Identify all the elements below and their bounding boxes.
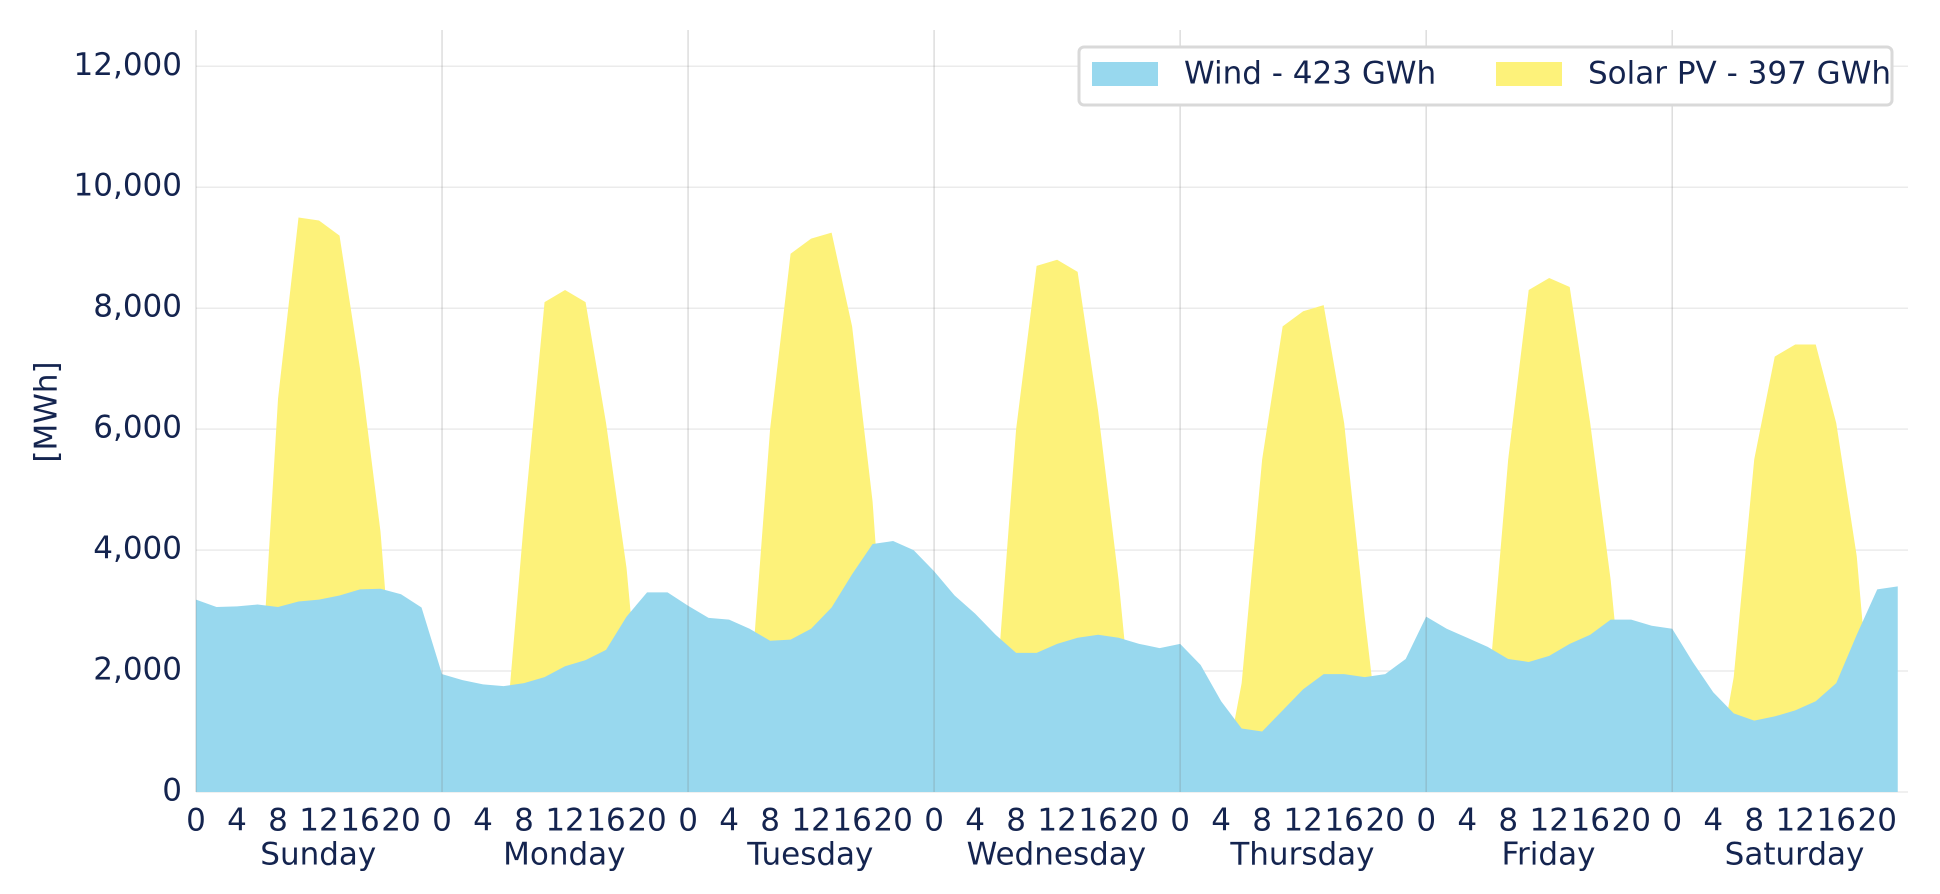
day-label: Friday <box>1501 837 1595 873</box>
x-tick-label: 8 <box>1744 803 1764 839</box>
x-tick-label: 12 <box>1529 803 1568 839</box>
x-tick-label: 8 <box>268 803 288 839</box>
y-tick-label: 2,000 <box>93 652 182 688</box>
x-tick-label: 8 <box>1498 803 1518 839</box>
x-tick-label: 12 <box>1037 803 1076 839</box>
x-tick-label: 4 <box>473 803 493 839</box>
x-tick-label: 16 <box>832 803 871 839</box>
x-tick-label: 4 <box>227 803 247 839</box>
y-tick-label: 6,000 <box>93 410 182 446</box>
x-tick-label: 12 <box>545 803 584 839</box>
day-label: Thursday <box>1229 837 1374 873</box>
x-tick-label: 16 <box>1324 803 1363 839</box>
day-label: Tuesday <box>746 837 873 873</box>
x-tick-label: 20 <box>627 803 666 839</box>
x-tick-label: 20 <box>1119 803 1158 839</box>
y-tick-label: 4,000 <box>93 531 182 567</box>
x-tick-label: 12 <box>1283 803 1322 839</box>
x-tick-label: 4 <box>1457 803 1477 839</box>
x-tick-label: 20 <box>1365 803 1404 839</box>
x-tick-label: 16 <box>586 803 625 839</box>
x-tick-label: 8 <box>760 803 780 839</box>
x-tick-label: 20 <box>1611 803 1650 839</box>
x-tick-label: 16 <box>1570 803 1609 839</box>
x-tick-label: 8 <box>1006 803 1026 839</box>
x-tick-label: 4 <box>719 803 739 839</box>
x-tick-label: 8 <box>514 803 534 839</box>
y-tick-label: 10,000 <box>74 168 182 204</box>
y-tick-label: 8,000 <box>93 289 182 325</box>
x-tick-label: 12 <box>791 803 830 839</box>
x-tick-label: 20 <box>1858 803 1897 839</box>
y-axis-label: [MWh] <box>29 361 65 462</box>
legend-swatch <box>1092 62 1158 86</box>
day-label: Sunday <box>260 837 376 873</box>
x-tick-label: 0 <box>1170 803 1190 839</box>
x-tick-label: 4 <box>965 803 985 839</box>
x-tick-label: 0 <box>186 803 206 839</box>
x-tick-label: 16 <box>1817 803 1856 839</box>
day-label: Wednesday <box>967 837 1146 873</box>
x-tick-label: 4 <box>1211 803 1231 839</box>
day-label: Saturday <box>1725 837 1865 873</box>
x-tick-label: 16 <box>1078 803 1117 839</box>
x-tick-label: 12 <box>299 803 338 839</box>
x-tick-label: 12 <box>1776 803 1815 839</box>
y-tick-label: 12,000 <box>74 47 182 83</box>
legend-swatch <box>1496 62 1562 86</box>
y-tick-label: 0 <box>162 773 182 809</box>
x-tick-label: 16 <box>340 803 379 839</box>
legend: Wind - 423 GWh Solar PV - 397 GWh <box>1077 45 1894 107</box>
x-tick-label: 0 <box>432 803 452 839</box>
x-tick-label: 20 <box>873 803 912 839</box>
x-tick-label: 0 <box>678 803 698 839</box>
legend-box <box>1077 45 1894 107</box>
legend-label: Solar PV - 397 GWh <box>1588 56 1891 92</box>
x-tick-label: 0 <box>1416 803 1436 839</box>
legend-label: Wind - 423 GWh <box>1184 56 1436 92</box>
x-tick-label: 4 <box>1703 803 1723 839</box>
x-tick-label: 0 <box>924 803 944 839</box>
x-tick-label: 20 <box>381 803 420 839</box>
x-tick-label: 0 <box>1662 803 1682 839</box>
x-tick-label: 8 <box>1252 803 1272 839</box>
day-label: Monday <box>503 837 625 873</box>
area <box>196 541 1898 792</box>
